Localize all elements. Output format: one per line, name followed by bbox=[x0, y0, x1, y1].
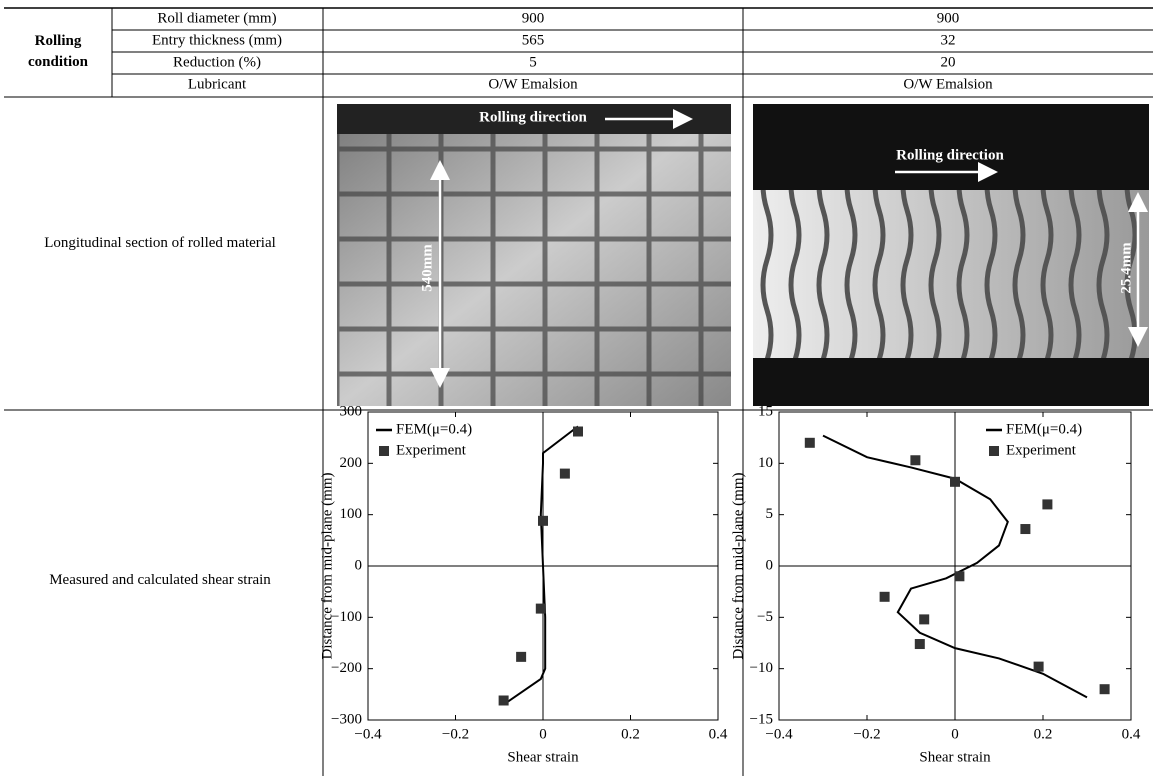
y-tick-label: −300 bbox=[331, 711, 362, 727]
fem-line bbox=[822, 434, 1088, 699]
legend-marker bbox=[989, 446, 999, 456]
data-point bbox=[1033, 661, 1044, 672]
y-axis-label: Distance from mid-plane (mm) bbox=[319, 472, 335, 659]
cell: Reduction (%) bbox=[173, 54, 261, 70]
cell: Roll diameter (mm) bbox=[157, 10, 276, 26]
legend-marker bbox=[379, 446, 389, 456]
data-point bbox=[535, 603, 546, 614]
legend-label: Experiment bbox=[396, 442, 467, 458]
data-point bbox=[954, 571, 965, 582]
data-point bbox=[879, 591, 890, 602]
y-tick-label: 0 bbox=[766, 557, 774, 573]
data-point bbox=[559, 468, 570, 479]
cell: 900 bbox=[522, 10, 545, 26]
y-tick-label: 5 bbox=[766, 506, 774, 522]
y-tick-label: −200 bbox=[331, 660, 362, 676]
x-tick-label: −0.2 bbox=[442, 726, 469, 742]
y-tick-label: 10 bbox=[758, 455, 773, 471]
cell: Lubricant bbox=[188, 76, 247, 92]
x-tick-label: 0 bbox=[539, 726, 547, 742]
cell: 565 bbox=[522, 32, 545, 48]
x-tick-label: −0.4 bbox=[765, 726, 793, 742]
fem-line bbox=[503, 425, 579, 706]
data-point bbox=[1042, 499, 1053, 510]
data-point bbox=[573, 426, 583, 437]
cell: O/W Emalsion bbox=[903, 76, 993, 92]
x-tick-label: −0.4 bbox=[354, 726, 382, 742]
photo-direction: Rolling direction bbox=[896, 147, 1004, 163]
row-label: Measured and calculated shear strain bbox=[49, 572, 271, 588]
data-point bbox=[919, 614, 930, 625]
photo-right bbox=[753, 104, 1149, 406]
x-tick-label: 0.4 bbox=[1122, 726, 1141, 742]
y-tick-label: 0 bbox=[355, 557, 363, 573]
photo-dimension: 540mm bbox=[419, 244, 435, 292]
y-tick-label: 300 bbox=[340, 403, 363, 419]
y-tick-label: −15 bbox=[750, 711, 773, 727]
y-tick-label: 200 bbox=[340, 455, 363, 471]
group-label: Rolling condition bbox=[27, 33, 88, 70]
cell: Entry thickness (mm) bbox=[152, 32, 282, 48]
data-point bbox=[914, 639, 925, 650]
data-point bbox=[538, 515, 548, 526]
data-point bbox=[1099, 684, 1110, 695]
row-label: Longitudinal section of rolled material bbox=[44, 235, 276, 251]
y-tick-label: −100 bbox=[331, 609, 362, 625]
photo-dimension: 25.4mm bbox=[1118, 242, 1134, 294]
x-axis-label: Shear strain bbox=[919, 749, 991, 765]
cell: 900 bbox=[937, 10, 960, 26]
cell: 20 bbox=[941, 54, 956, 70]
y-tick-label: −5 bbox=[757, 609, 773, 625]
legend-label: FEM(μ=0.4) bbox=[396, 421, 472, 437]
cell: 32 bbox=[941, 32, 956, 48]
x-axis-label: Shear strain bbox=[507, 749, 579, 765]
x-tick-label: 0 bbox=[951, 726, 959, 742]
x-tick-label: 0.4 bbox=[709, 726, 728, 742]
y-tick-label: 100 bbox=[340, 506, 363, 522]
table-rules bbox=[4, 7, 1153, 776]
legend-label: FEM(μ=0.4) bbox=[1006, 421, 1082, 437]
x-tick-label: −0.2 bbox=[853, 726, 880, 742]
legend-label: Experiment bbox=[1006, 442, 1077, 458]
data-point bbox=[804, 437, 815, 448]
cell: 5 bbox=[529, 54, 537, 70]
data-point bbox=[910, 455, 921, 466]
y-axis-label: Distance from mid-plane (mm) bbox=[730, 472, 746, 659]
data-point bbox=[1020, 524, 1031, 535]
x-tick-label: 0.2 bbox=[621, 726, 640, 742]
y-tick-label: −10 bbox=[750, 660, 773, 676]
cell: O/W Emalsion bbox=[488, 76, 578, 92]
data-point bbox=[498, 695, 509, 706]
photo-left bbox=[337, 104, 731, 406]
y-tick-label: 15 bbox=[758, 403, 773, 419]
photo-direction: Rolling direction bbox=[479, 109, 587, 125]
data-point bbox=[950, 476, 960, 487]
x-tick-label: 0.2 bbox=[1034, 726, 1053, 742]
data-point bbox=[516, 651, 527, 662]
